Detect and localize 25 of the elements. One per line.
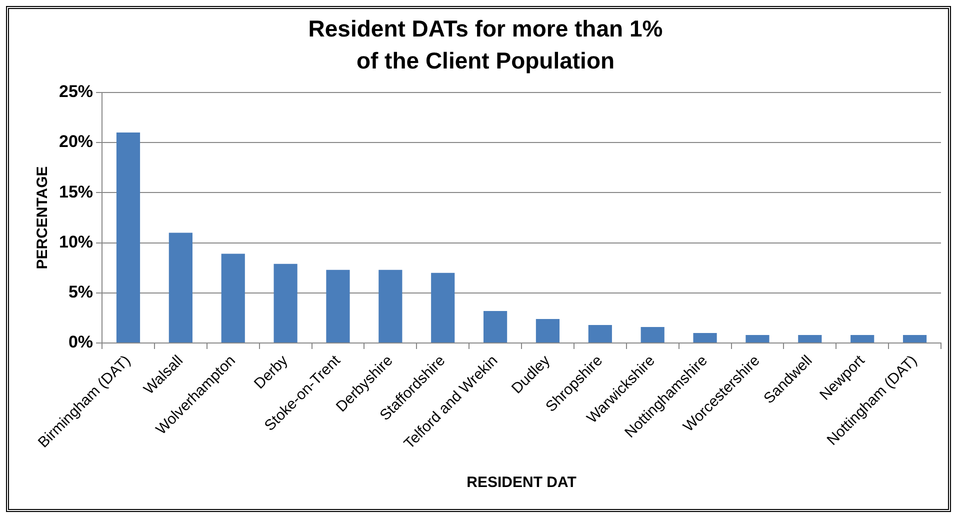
bar	[483, 310, 508, 343]
y-tick-label: 20%	[58, 132, 94, 152]
bar	[746, 335, 770, 343]
bar	[693, 333, 717, 343]
bar	[378, 270, 402, 343]
bar	[274, 264, 298, 343]
x-axis-title: RESIDENT DAT	[466, 474, 576, 492]
bar	[536, 318, 560, 343]
y-tick-label: 0%	[68, 332, 94, 352]
bar	[640, 326, 664, 343]
bar	[588, 324, 612, 343]
bar	[902, 335, 927, 343]
y-tick-label: 10%	[58, 232, 94, 252]
y-axis-title: PERCENTAGE	[34, 166, 52, 270]
bar	[221, 254, 245, 343]
y-tick-label: 5%	[68, 282, 94, 302]
bar	[168, 232, 192, 343]
bar	[431, 272, 455, 343]
bar	[850, 335, 874, 343]
bar	[798, 335, 822, 343]
bar	[116, 132, 140, 343]
y-tick-label: 15%	[58, 182, 94, 202]
y-tick-label: 25%	[58, 82, 94, 102]
chart-title: Resident DATs for more than 1% of the Client Population	[308, 15, 663, 74]
bar	[326, 270, 350, 343]
